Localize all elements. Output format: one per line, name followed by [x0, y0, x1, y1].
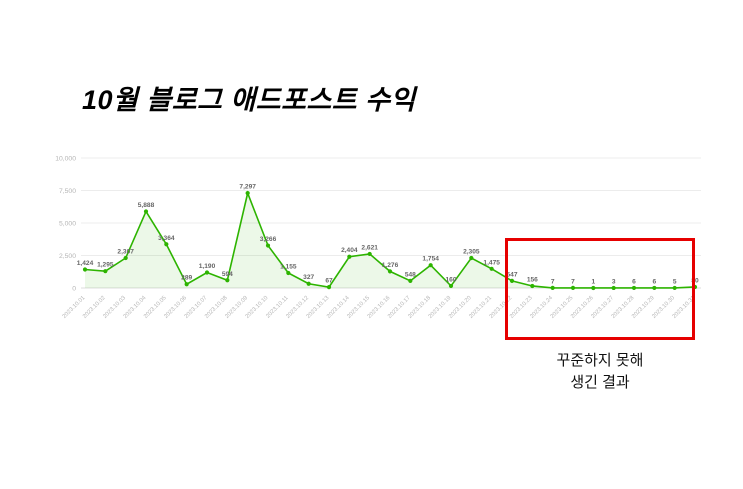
svg-text:327: 327: [303, 274, 314, 281]
svg-text:2,404: 2,404: [341, 247, 358, 254]
svg-text:7: 7: [551, 278, 555, 285]
svg-text:5,888: 5,888: [138, 202, 155, 209]
svg-text:3,266: 3,266: [260, 236, 277, 243]
svg-text:1,155: 1,155: [280, 263, 297, 270]
svg-text:5: 5: [673, 278, 677, 285]
svg-text:1,295: 1,295: [97, 262, 114, 269]
revenue-chart: 0 2,500 5,000 7,500 10,000 1,424 1,295 2,307 5,8…: [25, 148, 725, 348]
svg-text:6: 6: [632, 278, 636, 285]
svg-text:7: 7: [571, 278, 575, 285]
svg-text:594: 594: [222, 271, 233, 278]
svg-text:0: 0: [72, 285, 76, 292]
svg-text:547: 547: [506, 271, 517, 278]
annotation-caption-line2: 생긴 결과: [570, 373, 630, 391]
svg-text:1,190: 1,190: [199, 263, 216, 270]
svg-text:3,364: 3,364: [158, 235, 175, 242]
svg-text:6: 6: [652, 278, 656, 285]
svg-text:548: 548: [405, 271, 416, 278]
svg-text:7,500: 7,500: [59, 188, 76, 195]
svg-text:289: 289: [181, 275, 192, 282]
svg-text:2,500: 2,500: [59, 253, 76, 260]
svg-text:2,305: 2,305: [463, 249, 480, 256]
svg-text:1,276: 1,276: [382, 262, 399, 269]
svg-text:67: 67: [325, 278, 333, 285]
svg-text:156: 156: [527, 276, 538, 283]
svg-text:80: 80: [691, 277, 699, 284]
svg-text:2,307: 2,307: [117, 249, 134, 256]
svg-text:7,297: 7,297: [239, 184, 256, 191]
annotation-caption: 꾸준하지 못해 생긴 결과: [498, 350, 702, 394]
svg-text:1,754: 1,754: [422, 256, 439, 263]
svg-text:160: 160: [445, 276, 456, 283]
page-title: 10월 블로그 애드포스트 수익: [82, 85, 416, 115]
svg-text:1: 1: [591, 278, 595, 285]
svg-text:1,475: 1,475: [483, 259, 500, 266]
annotation-caption-line1: 꾸준하지 못해: [556, 352, 644, 369]
svg-text:2,621: 2,621: [361, 244, 378, 251]
svg-text:5,000: 5,000: [59, 220, 76, 227]
svg-text:1,424: 1,424: [77, 260, 94, 267]
svg-text:10,000: 10,000: [55, 155, 76, 162]
svg-text:3: 3: [612, 278, 616, 285]
